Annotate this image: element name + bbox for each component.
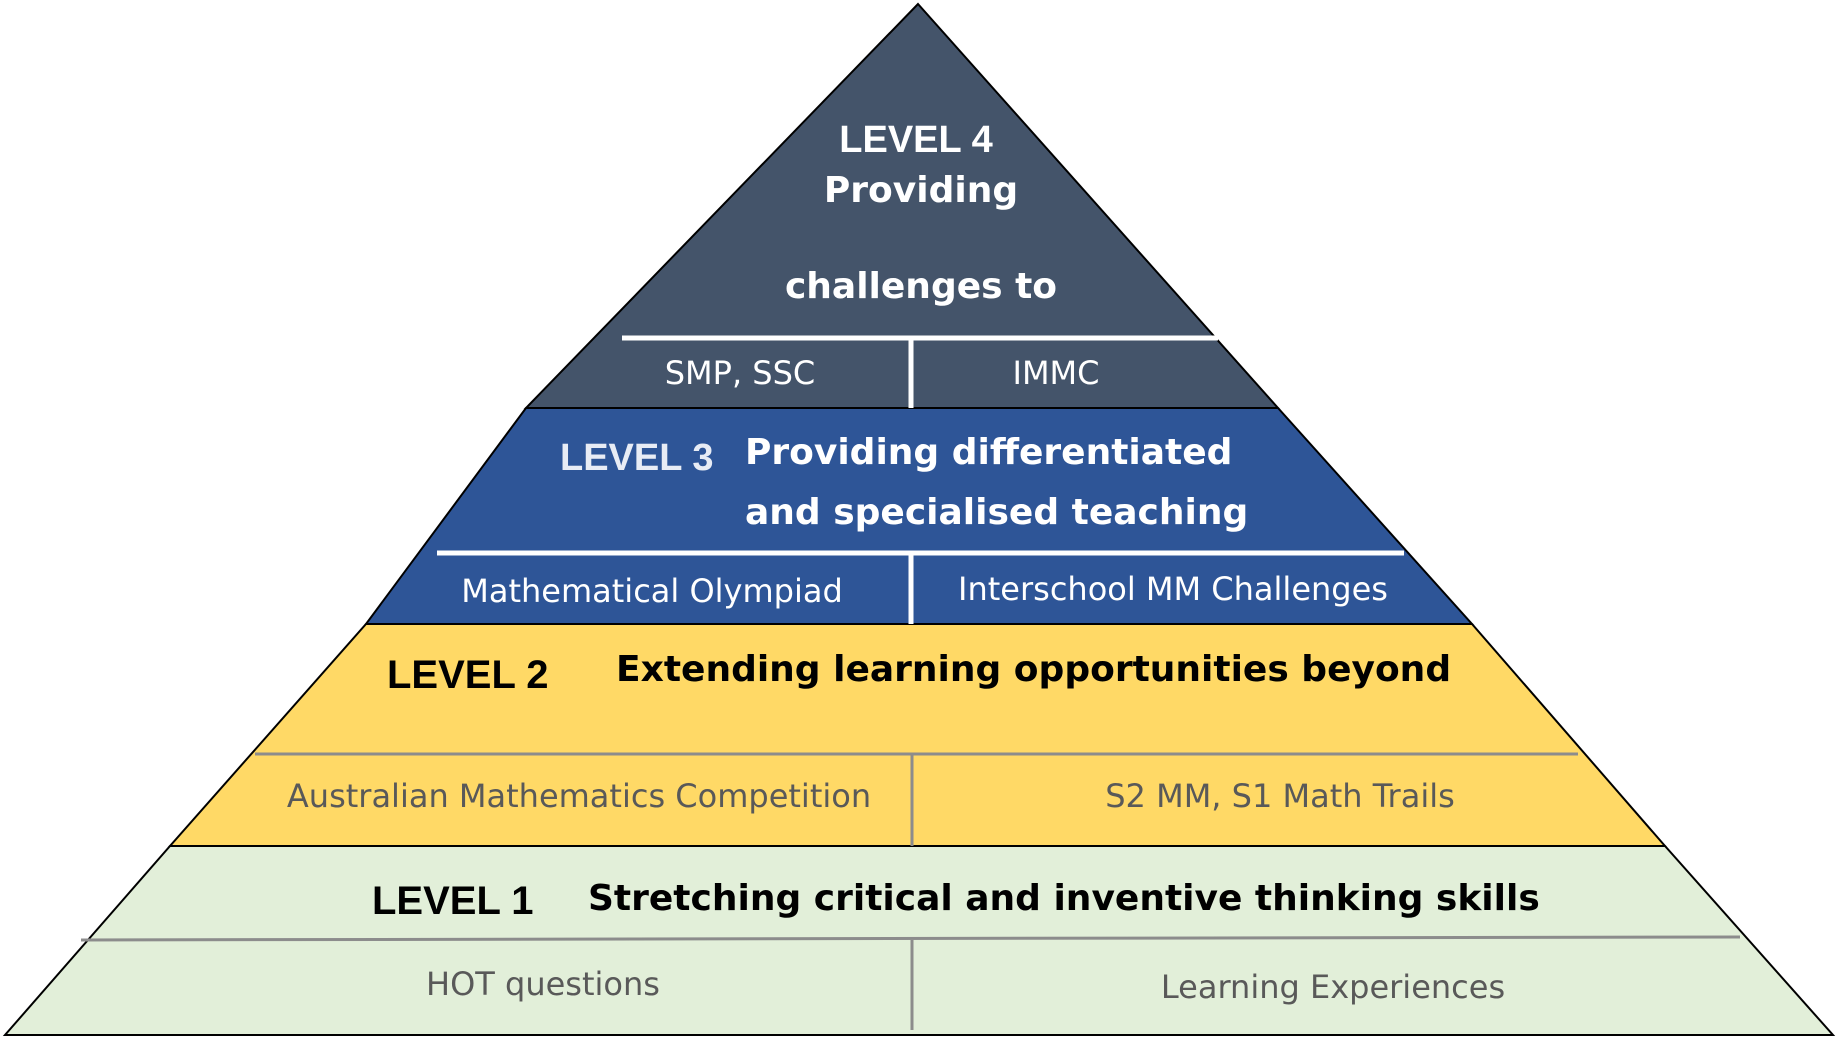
level1-item-learning-experiences: Learning Experiences [1161,968,1505,1006]
level2-title: Extending learning opportunities beyond [616,649,1451,690]
level4-item-immc: IMMC [1013,354,1100,392]
level4-title-line2: challenges to [785,266,1057,307]
level4-item-smp-ssc: SMP, SSC [665,354,816,392]
level3-item-interschool: Interschool MM Challenges [958,570,1388,608]
level1-item-hot-questions: HOT questions [426,965,660,1003]
level1-label: LEVEL 1 [372,879,534,923]
level3-label: LEVEL 3 [560,437,713,479]
level1-title: Stretching critical and inventive thinki… [588,878,1540,919]
level3-item-olympiad: Mathematical Olympiad [461,572,843,610]
level2-label: LEVEL 2 [387,653,549,697]
level4-band [523,2,1281,409]
level3-title-line2: and specialised teaching [745,492,1248,533]
level3-title-line1: Providing differentiated [745,432,1232,473]
level2-item-amc: Australian Mathematics Competition [287,777,871,815]
level2-item-math-trails: S2 MM, S1 Math Trails [1105,777,1455,815]
level1-divider-horizontal [80,935,1741,942]
level4-label: LEVEL 4 [839,119,992,161]
level4-title-line1: Providing [824,170,1018,211]
